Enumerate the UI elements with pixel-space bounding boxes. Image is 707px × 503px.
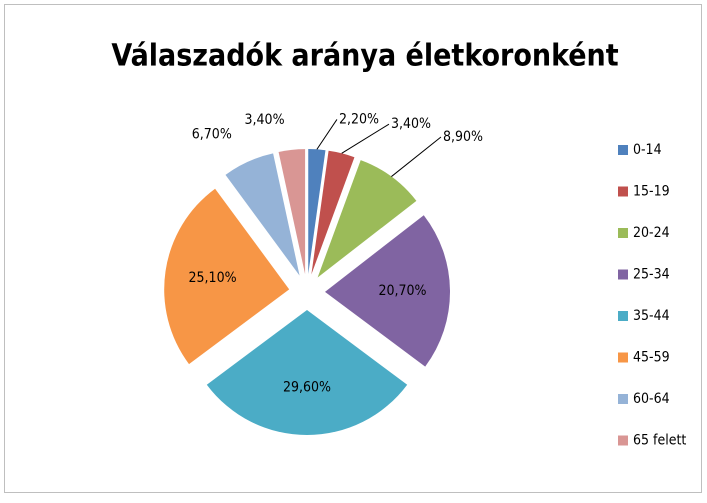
legend-label: 0-14 bbox=[633, 142, 662, 158]
legend-label: 45-59 bbox=[633, 350, 670, 366]
pie-slice bbox=[308, 149, 326, 275]
legend-label: 65 felett bbox=[633, 433, 686, 449]
leader-line bbox=[341, 123, 390, 154]
data-label: 2,20% bbox=[339, 111, 379, 127]
pie-slice bbox=[225, 153, 300, 276]
legend-label: 15-19 bbox=[633, 184, 670, 200]
data-label: 3,40% bbox=[391, 116, 431, 132]
pie-slice bbox=[311, 150, 355, 275]
leader-line bbox=[391, 136, 442, 177]
data-label: 20,70% bbox=[378, 283, 426, 299]
leader-line bbox=[316, 119, 338, 150]
legend-label: 20-24 bbox=[633, 225, 670, 241]
data-label: 29,60% bbox=[283, 380, 331, 396]
legend-swatch bbox=[618, 269, 628, 280]
legend-swatch bbox=[618, 394, 628, 404]
pie-slice bbox=[164, 188, 290, 365]
legend-label: 35-44 bbox=[633, 308, 670, 324]
legend-swatch bbox=[618, 145, 628, 155]
legend-swatch bbox=[618, 352, 628, 363]
data-label: 6,70% bbox=[192, 126, 232, 142]
pie-slice bbox=[317, 160, 417, 278]
pie-slice bbox=[206, 310, 408, 435]
data-label: 8,90% bbox=[443, 129, 483, 145]
legend-swatch bbox=[618, 228, 628, 238]
legend-swatch bbox=[618, 186, 628, 197]
legend-label: 25-34 bbox=[633, 267, 670, 283]
legend-swatch bbox=[618, 435, 628, 446]
pie-slice bbox=[324, 215, 450, 367]
data-label: 25,10% bbox=[189, 270, 237, 286]
chart-title: Válaszadók aránya életkoronként bbox=[111, 39, 618, 74]
data-label: 3,40% bbox=[245, 112, 285, 128]
legend-swatch bbox=[618, 311, 628, 321]
legend-label: 60-64 bbox=[633, 391, 670, 407]
pie-slice bbox=[278, 149, 306, 275]
